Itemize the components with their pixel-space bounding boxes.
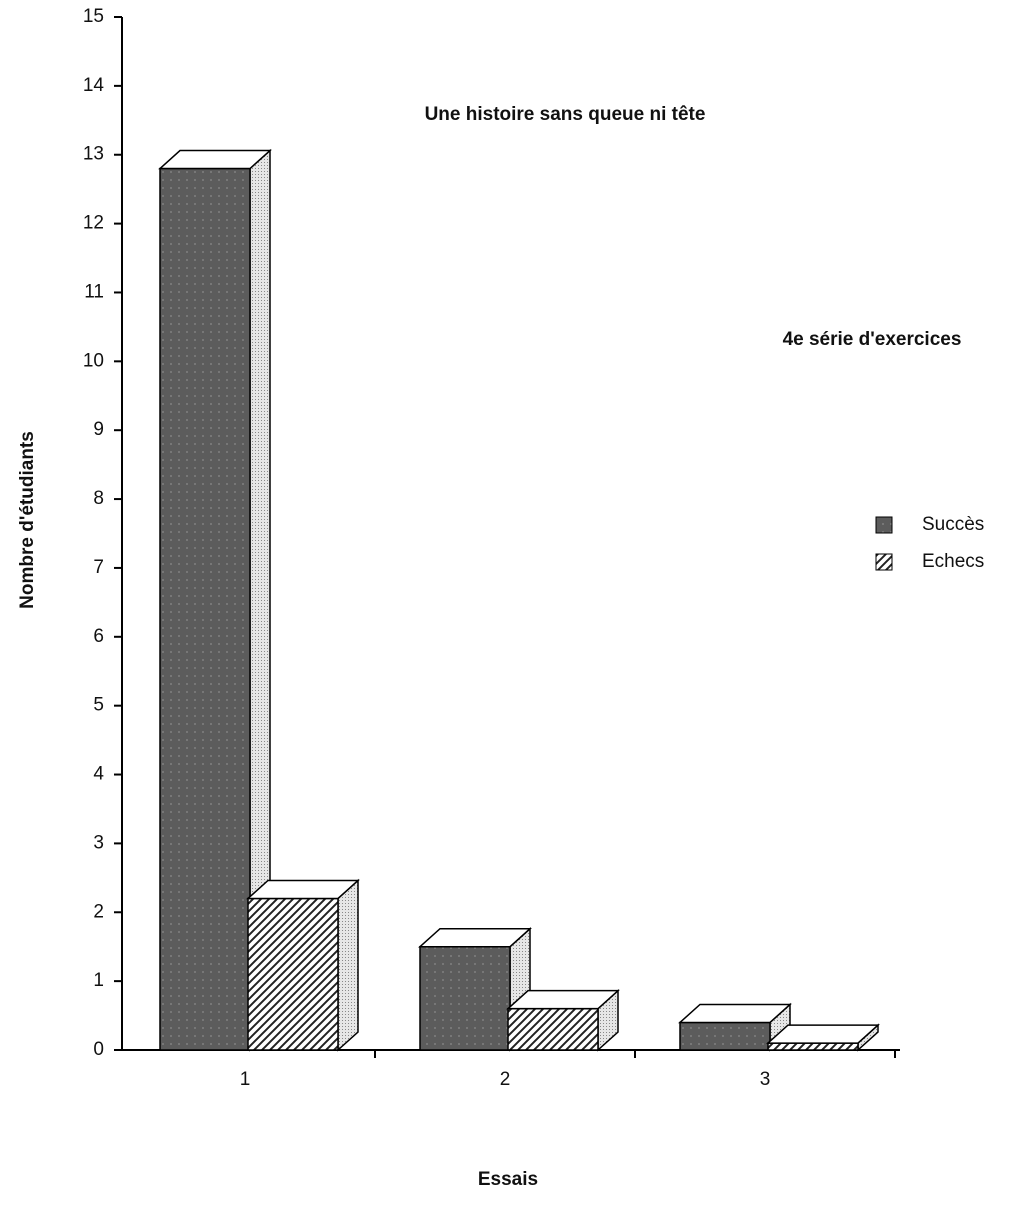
bar-side — [337, 878, 359, 1052]
bar — [158, 148, 272, 1052]
bar — [246, 878, 360, 1052]
x-tick-label: 1 — [240, 1069, 251, 1090]
bar-top — [678, 1003, 792, 1024]
y-tick-label: 3 — [93, 832, 104, 853]
chart-subtitle: 4e série d'exercices — [783, 329, 962, 350]
x-tick-label: 3 — [760, 1069, 771, 1090]
y-tick-label: 15 — [83, 6, 104, 27]
y-tick-label: 10 — [83, 350, 104, 371]
y-tick-label: 14 — [83, 75, 105, 96]
y-tick-label: 13 — [83, 144, 104, 165]
y-tick-label: 12 — [83, 213, 104, 234]
x-tick-label: 2 — [500, 1069, 511, 1090]
bar-front — [159, 167, 251, 1051]
y-tick-label: 6 — [93, 626, 104, 647]
bar-top — [158, 149, 272, 170]
y-tick-label: 11 — [84, 281, 104, 302]
legend-label: Succès — [922, 514, 984, 535]
y-tick-label: 0 — [93, 1039, 104, 1060]
y-axis-label: Nombre d'étudiants — [17, 431, 38, 609]
legend-swatch — [875, 553, 893, 571]
bar-front — [247, 897, 339, 1051]
y-tick-label: 5 — [93, 695, 104, 716]
bar — [506, 988, 620, 1052]
bar-front — [679, 1021, 771, 1051]
y-tick-label: 7 — [93, 557, 104, 578]
y-tick-label: 4 — [93, 764, 104, 785]
bar — [418, 927, 532, 1052]
legend-label: Echecs — [922, 551, 984, 572]
y-tick-label: 9 — [93, 419, 104, 440]
bar-front — [507, 1007, 599, 1051]
x-axis-label: Essais — [478, 1169, 538, 1190]
bar-top — [766, 1024, 880, 1044]
y-tick-label: 2 — [93, 901, 104, 922]
bar-front — [419, 945, 511, 1051]
bar-top — [246, 879, 360, 900]
bar-top — [506, 989, 620, 1010]
legend-swatch — [875, 516, 893, 534]
y-tick-label: 8 — [93, 488, 104, 509]
bar-front — [767, 1042, 859, 1051]
bar — [766, 1023, 880, 1052]
chart-title: Une histoire sans queue ni tête — [425, 104, 706, 125]
bar-top — [418, 927, 532, 948]
y-tick-label: 1 — [93, 970, 104, 991]
